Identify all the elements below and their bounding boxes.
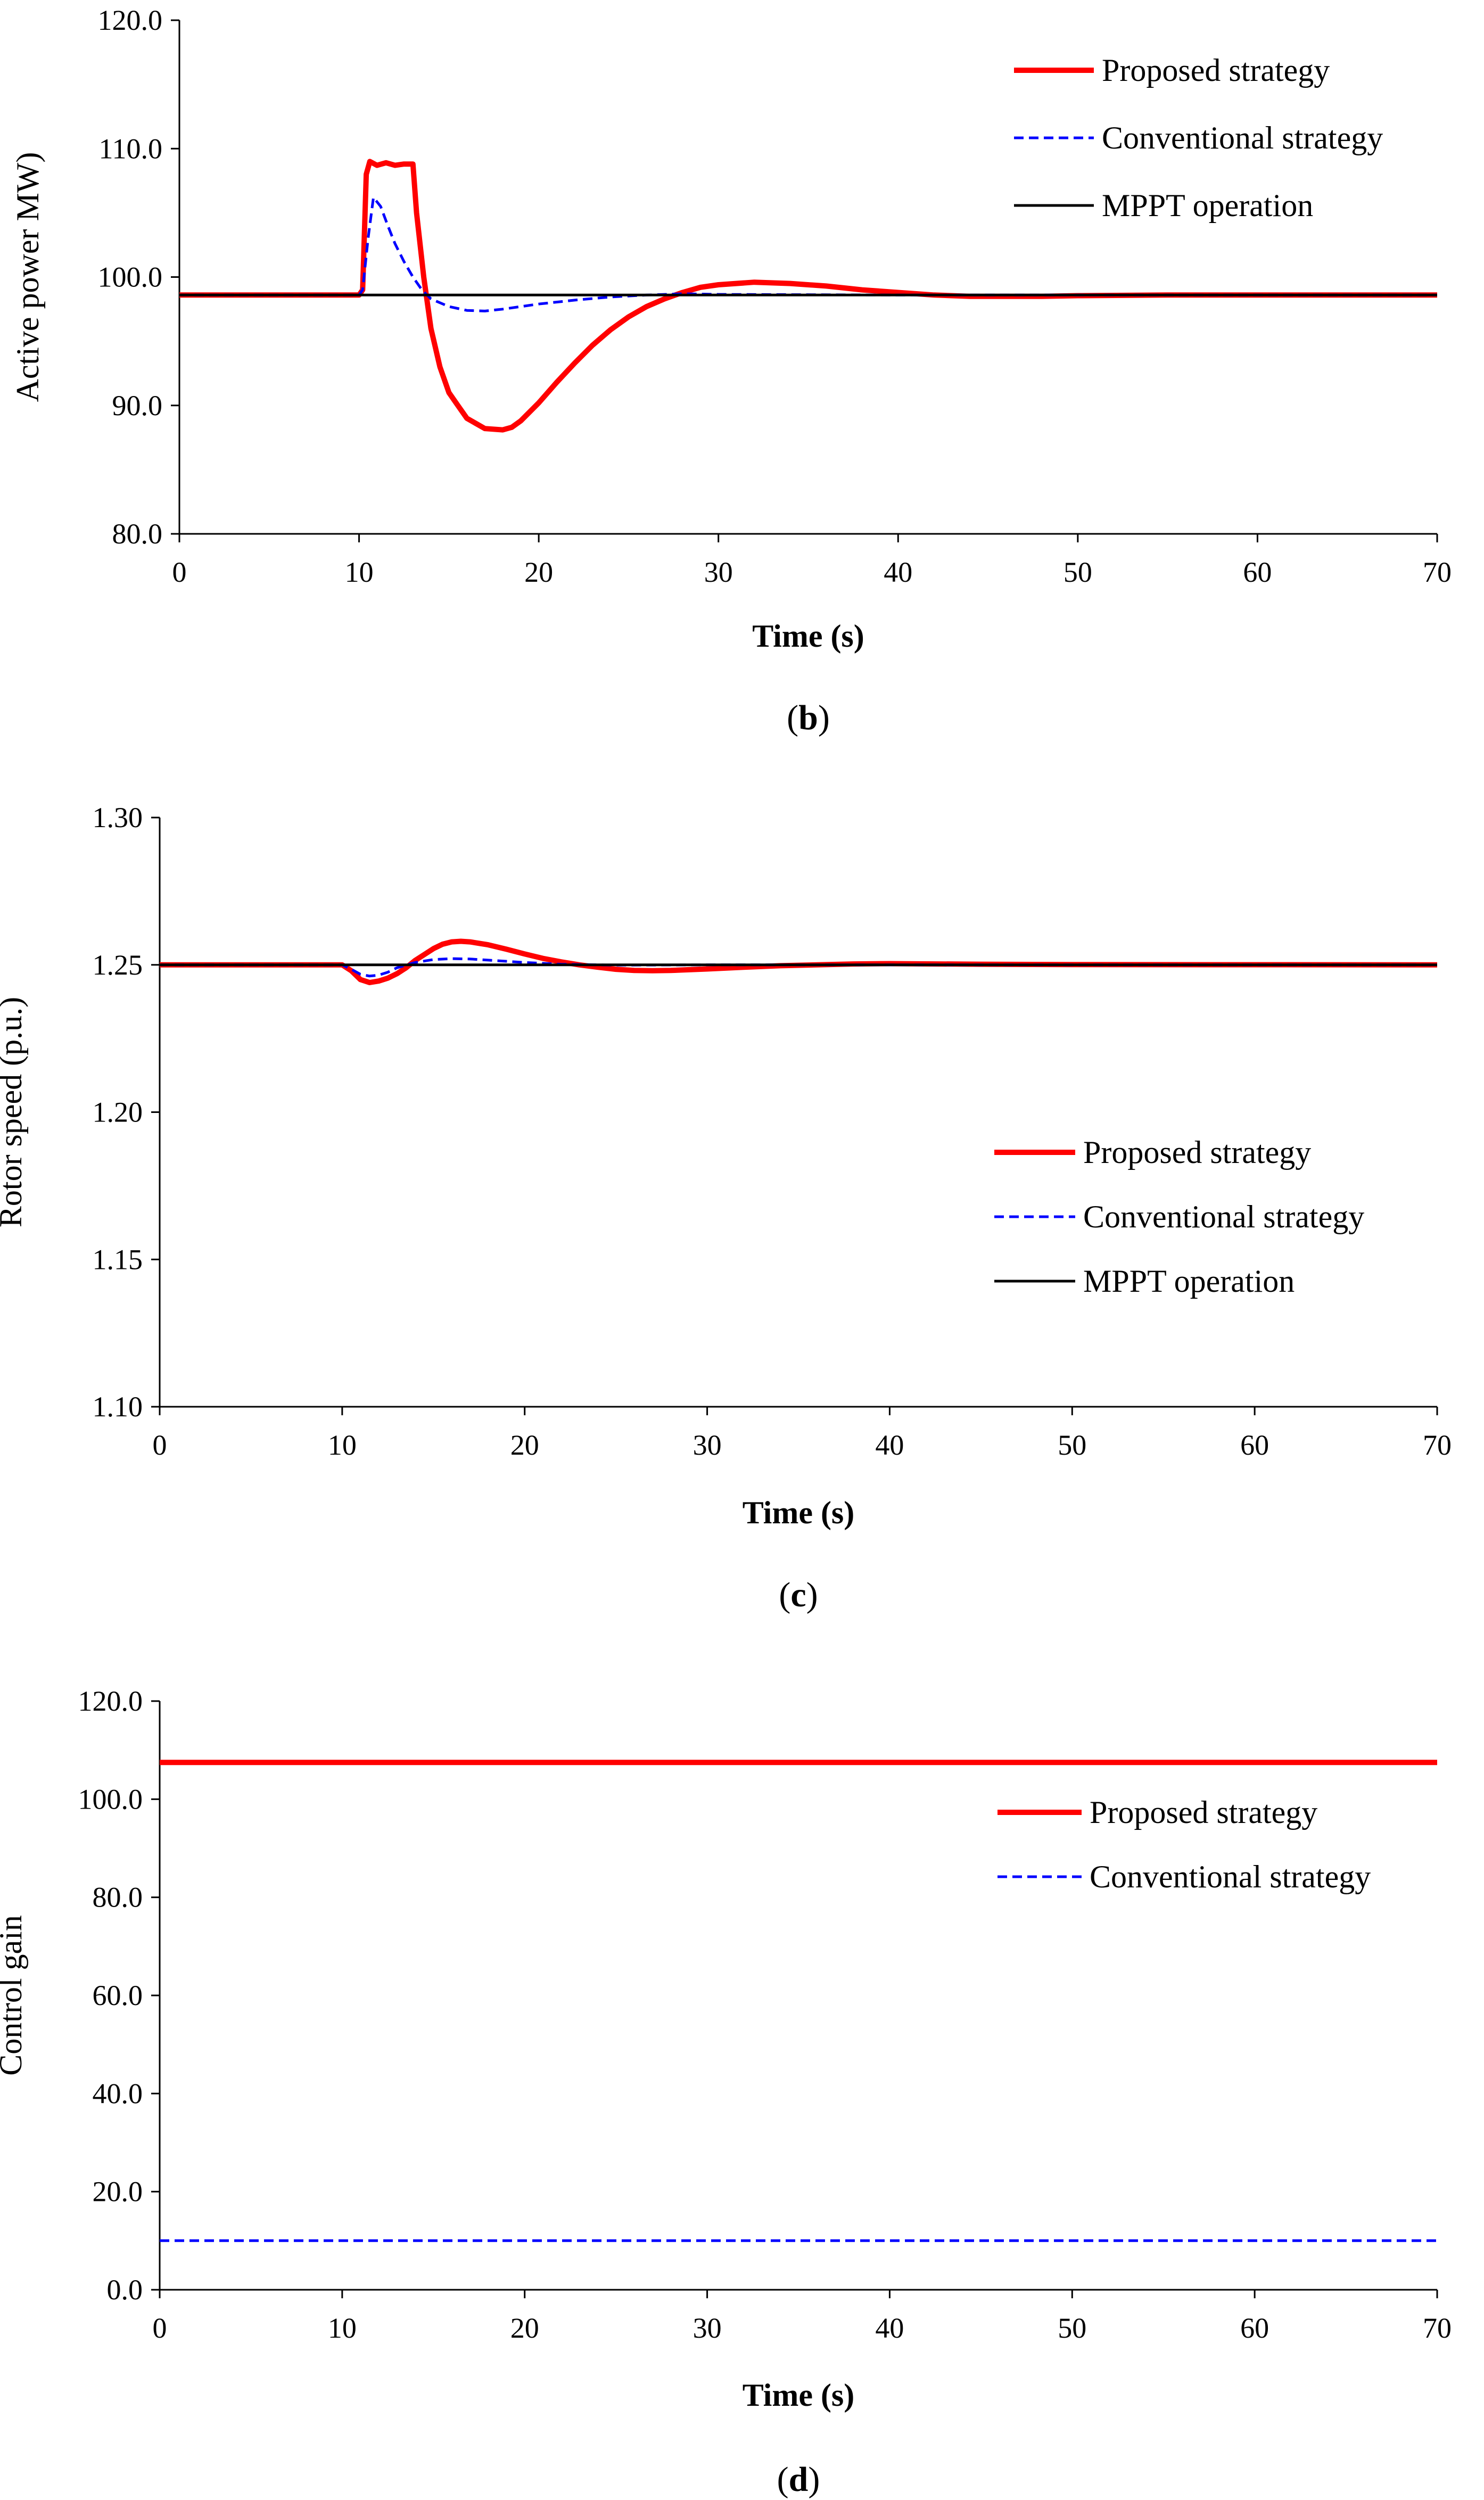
y-tick-label: 1.20 <box>93 1096 143 1128</box>
legend-label: MPPT operation <box>1102 188 1313 223</box>
x-tick-label: 10 <box>328 1429 357 1461</box>
x-axis-title: Time (s) <box>752 618 864 654</box>
y-tick-label: 20.0 <box>93 2176 143 2208</box>
x-tick-label: 30 <box>704 556 733 588</box>
caption-letter: c <box>790 1575 806 1614</box>
y-tick-label: 80.0 <box>93 1882 143 1913</box>
legend-label: MPPT operation <box>1083 1264 1295 1299</box>
x-tick-label: 70 <box>1423 2312 1452 2344</box>
y-tick-label: 1.25 <box>93 949 143 981</box>
x-tick-label: 40 <box>884 556 912 588</box>
y-tick-label: 60.0 <box>93 1979 143 2011</box>
legend: Proposed strategy Conventional strategy <box>997 1795 1371 1894</box>
x-tick-label: 10 <box>345 556 374 588</box>
panel-caption: (b) <box>787 698 830 737</box>
y-axis-title: Rotor speed (p.u.) <box>0 997 28 1227</box>
legend-label: Conventional strategy <box>1090 1859 1371 1894</box>
y-axis-title: Control gain <box>0 1915 28 2076</box>
y-tick-label: 40.0 <box>93 2077 143 2109</box>
legend-label: Proposed strategy <box>1083 1135 1311 1170</box>
x-axis-title: Time (s) <box>743 1495 855 1530</box>
x-tick-label: 20 <box>510 2312 539 2344</box>
x-tick-label: 50 <box>1058 2312 1086 2344</box>
x-tick-label: 50 <box>1058 1429 1086 1461</box>
x-tick-label: 60 <box>1243 556 1272 588</box>
panel-caption: (d) <box>777 2460 820 2499</box>
y-tick-label: 1.10 <box>93 1391 143 1423</box>
x-tick-label: 20 <box>524 556 553 588</box>
y-tick-label: 120.0 <box>98 4 163 36</box>
caption-letter: b <box>798 698 818 737</box>
legend-label: Conventional strategy <box>1083 1199 1364 1234</box>
y-tick-label: 80.0 <box>112 518 163 550</box>
x-axis-title: Time (s) <box>743 2378 855 2413</box>
x-tick-label: 30 <box>693 2312 722 2344</box>
x-tick-label: 20 <box>510 1429 539 1461</box>
y-tick-label: 100.0 <box>78 1783 143 1815</box>
x-tick-label: 70 <box>1423 556 1452 588</box>
y-tick-label: 0.0 <box>107 2274 143 2306</box>
y-tick-label: 120.0 <box>78 1685 143 1717</box>
caption-open-paren: ( <box>777 2460 789 2499</box>
x-tick-label: 30 <box>693 1429 722 1461</box>
legend-label: Conventional strategy <box>1102 120 1383 155</box>
caption-close-paren: ) <box>808 2460 820 2499</box>
caption-close-paren: ) <box>806 1575 818 1614</box>
caption-open-paren: ( <box>787 698 798 737</box>
y-tick-label: 1.30 <box>93 802 143 834</box>
y-tick-label: 1.15 <box>93 1243 143 1275</box>
caption-letter: d <box>789 2460 809 2499</box>
chart-panel-c: 1.10 1.15 1.20 1.25 1.30 0 10 20 30 40 50 60 70 Time … <box>0 802 1452 1614</box>
caption-open-paren: ( <box>779 1575 790 1614</box>
series-line-conventional-strategy <box>160 957 1437 978</box>
y-tick-label: 90.0 <box>112 390 163 422</box>
panel-caption: (c) <box>779 1575 818 1614</box>
x-tick-label: 60 <box>1240 1429 1269 1461</box>
x-tick-label: 40 <box>875 1429 904 1461</box>
y-axis-title: Active power MW) <box>10 152 45 402</box>
y-tick-label: 100.0 <box>98 261 163 293</box>
legend-label: Proposed strategy <box>1090 1795 1317 1830</box>
x-tick-label: 70 <box>1423 1429 1452 1461</box>
x-tick-label: 0 <box>172 556 187 588</box>
legend: Proposed strategy Conventional strategy MP… <box>994 1135 1364 1299</box>
chart-panel-b: 80.0 90.0 100.0 110.0 120.0 0 10 20 30 40 50 60 70 Ti… <box>10 4 1452 737</box>
series-line-proposed-strategy <box>160 938 1438 985</box>
caption-close-paren: ) <box>818 698 830 737</box>
x-tick-label: 50 <box>1063 556 1092 588</box>
legend: Proposed strategy Conventional strategy MP… <box>1014 53 1383 223</box>
x-tick-label: 60 <box>1240 2312 1269 2344</box>
x-tick-label: 0 <box>153 1429 167 1461</box>
x-tick-label: 10 <box>328 2312 357 2344</box>
x-tick-label: 0 <box>153 2312 167 2344</box>
x-tick-label: 40 <box>875 2312 904 2344</box>
chart-panel-d: 0.0 20.0 40.0 60.0 80.0 100.0 120.0 0 10 20 30 40 50… <box>0 1685 1452 2499</box>
y-tick-label: 110.0 <box>99 133 163 164</box>
legend-label: Proposed strategy <box>1102 53 1330 88</box>
